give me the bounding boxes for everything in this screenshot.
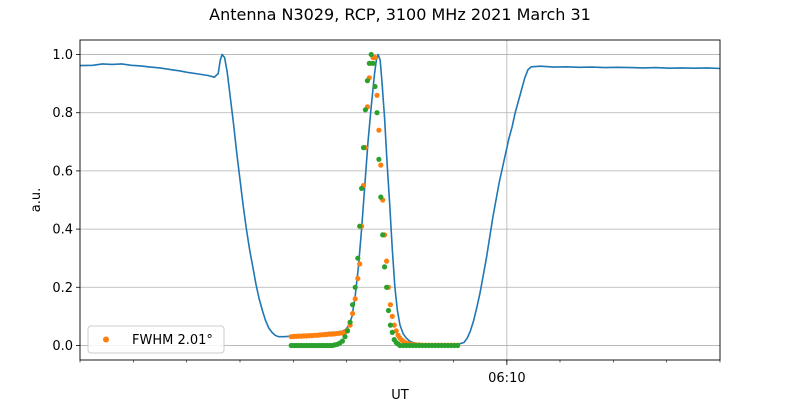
scatter-point (391, 322, 397, 328)
scatter-point (344, 328, 351, 334)
scatter-point (374, 92, 380, 98)
scatter-point (370, 60, 376, 66)
scatter-point (364, 78, 370, 84)
x-tick-label: 06:10 (488, 371, 525, 386)
scatter-point (387, 322, 393, 328)
plot-area: 0.0 0.2 0.4 0.6 0.8 1.0 06:10 (52, 39, 721, 386)
y-tick-label: 0.6 (52, 164, 73, 179)
scatter-point (347, 319, 353, 325)
legend-box (87, 325, 225, 354)
scatter-point (455, 342, 461, 349)
axes-frame (79, 39, 721, 361)
scatter-point (374, 110, 380, 116)
scatter-point (389, 313, 395, 319)
scatter-point (378, 162, 384, 168)
scatter-point (378, 194, 384, 200)
scatter-point (355, 255, 361, 261)
scatter-point (376, 156, 382, 162)
chart-title: Antenna N3029, RCP, 3100 MHz 2021 March … (209, 5, 591, 24)
scatter-point (382, 264, 388, 270)
scatter-point (352, 284, 358, 290)
scatter-point (355, 275, 361, 282)
legend-marker (103, 336, 109, 343)
scatter-point (389, 329, 395, 335)
scatter-point (350, 310, 356, 317)
y-tick-label: 0.0 (52, 339, 73, 354)
scatter-point (368, 51, 374, 58)
scatter-point (352, 296, 358, 302)
x-axis-label: UT (391, 388, 409, 400)
scatter-point (350, 302, 356, 308)
scatter-point (380, 232, 386, 238)
scatter-point (366, 60, 372, 66)
scatter-point (384, 284, 390, 290)
scatter-point (372, 54, 378, 61)
scatter-point (393, 328, 399, 334)
y-tick-label: 0.2 (52, 281, 73, 296)
scatter-point (372, 83, 378, 90)
scatter-point (362, 107, 368, 113)
series-line (79, 53, 721, 346)
y-tick-label: 0.4 (52, 223, 73, 238)
scatter-point (357, 261, 363, 267)
y-axis-label: a.u. (29, 188, 44, 212)
scatter-point (384, 258, 390, 264)
legend-label: FWHM 2.01° (132, 333, 213, 348)
scatter-point (339, 338, 345, 344)
y-tick-label: 0.8 (52, 106, 73, 121)
scatter-point (342, 334, 348, 340)
legend: FWHM 2.01° (87, 325, 225, 354)
scatter-point (376, 127, 382, 133)
scatter-point (359, 185, 365, 191)
scatter-point (385, 307, 392, 314)
scatter-point (357, 223, 363, 229)
scatter-point (387, 302, 393, 308)
y-tick-label: 1.0 (52, 48, 73, 63)
scatter-point (360, 145, 367, 151)
